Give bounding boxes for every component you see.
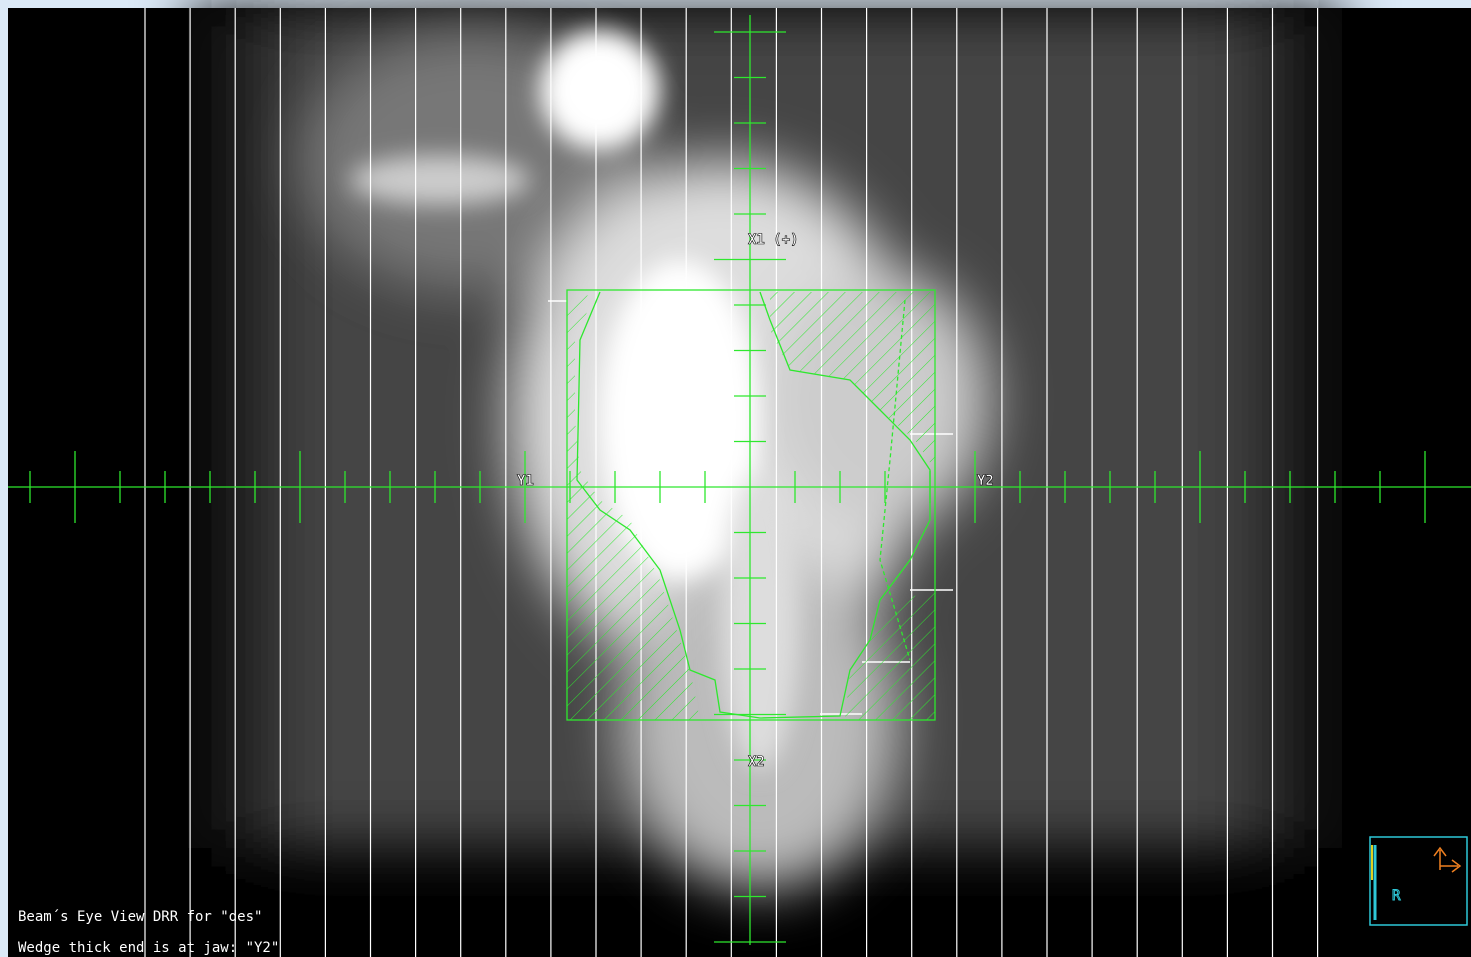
crosshair — [8, 15, 1471, 945]
orientation-letter: R — [1392, 888, 1401, 904]
field — [566, 289, 936, 721]
drr-image — [190, 8, 1340, 890]
orientation-widget: R — [1369, 836, 1468, 926]
mlc-lines — [144, 8, 1319, 957]
jaw-label-y1: Y1 — [517, 473, 534, 489]
jaw-label-y2: Y2 — [977, 473, 994, 489]
status-line: Wedge thick end is at jaw: "Y2" — [18, 940, 279, 956]
jaw-label-x2: X2 — [748, 754, 765, 770]
status-line: Beam´s Eye View DRR for "des" — [18, 909, 262, 925]
jaw-label-x1: X1 (+) — [748, 232, 799, 248]
